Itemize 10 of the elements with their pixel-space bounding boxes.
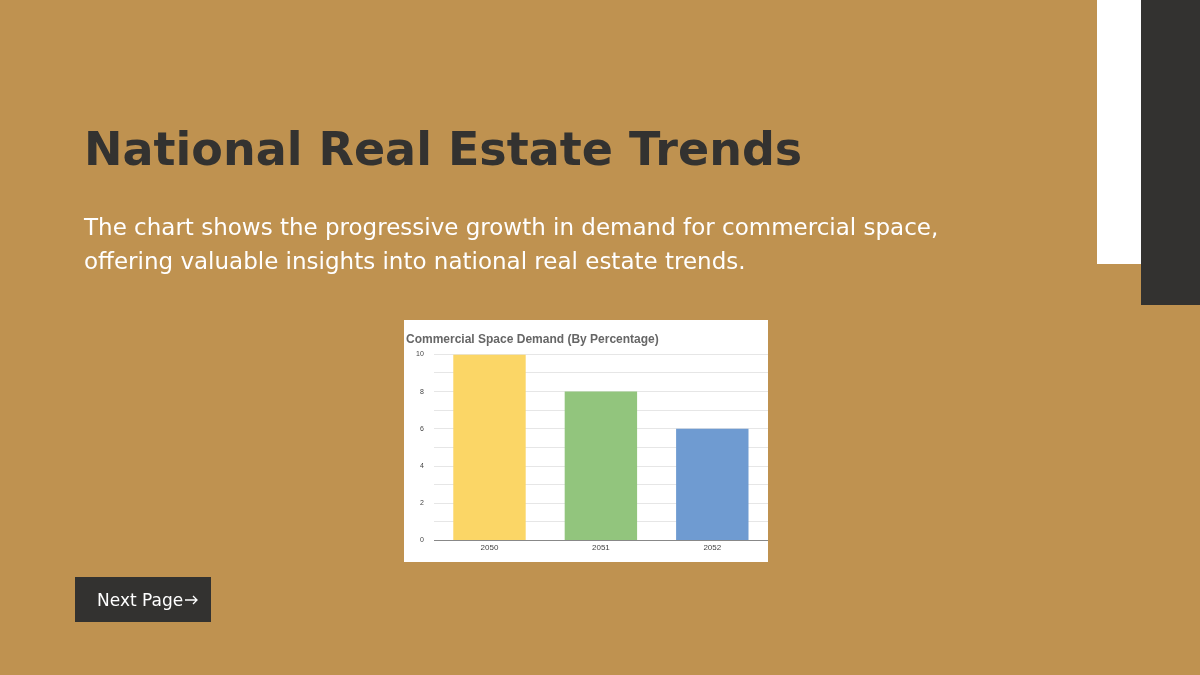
x-tick-label: 2052: [703, 543, 722, 553]
text: National Real Estate Trends: [84, 122, 803, 176]
chart-title: Commercial Space Demand (By Percentage): [406, 331, 659, 346]
bar: [564, 391, 638, 540]
bar: [453, 354, 526, 540]
bar: [676, 428, 749, 540]
x-tick-label: 2051: [591, 543, 611, 553]
text: Next Page: [97, 589, 184, 610]
x-tick-label: 2050: [480, 543, 499, 553]
text: The chart shows the progressive growth in demand for commercial space, offering valuable insights into national real estate trends.: [84, 213, 940, 276]
